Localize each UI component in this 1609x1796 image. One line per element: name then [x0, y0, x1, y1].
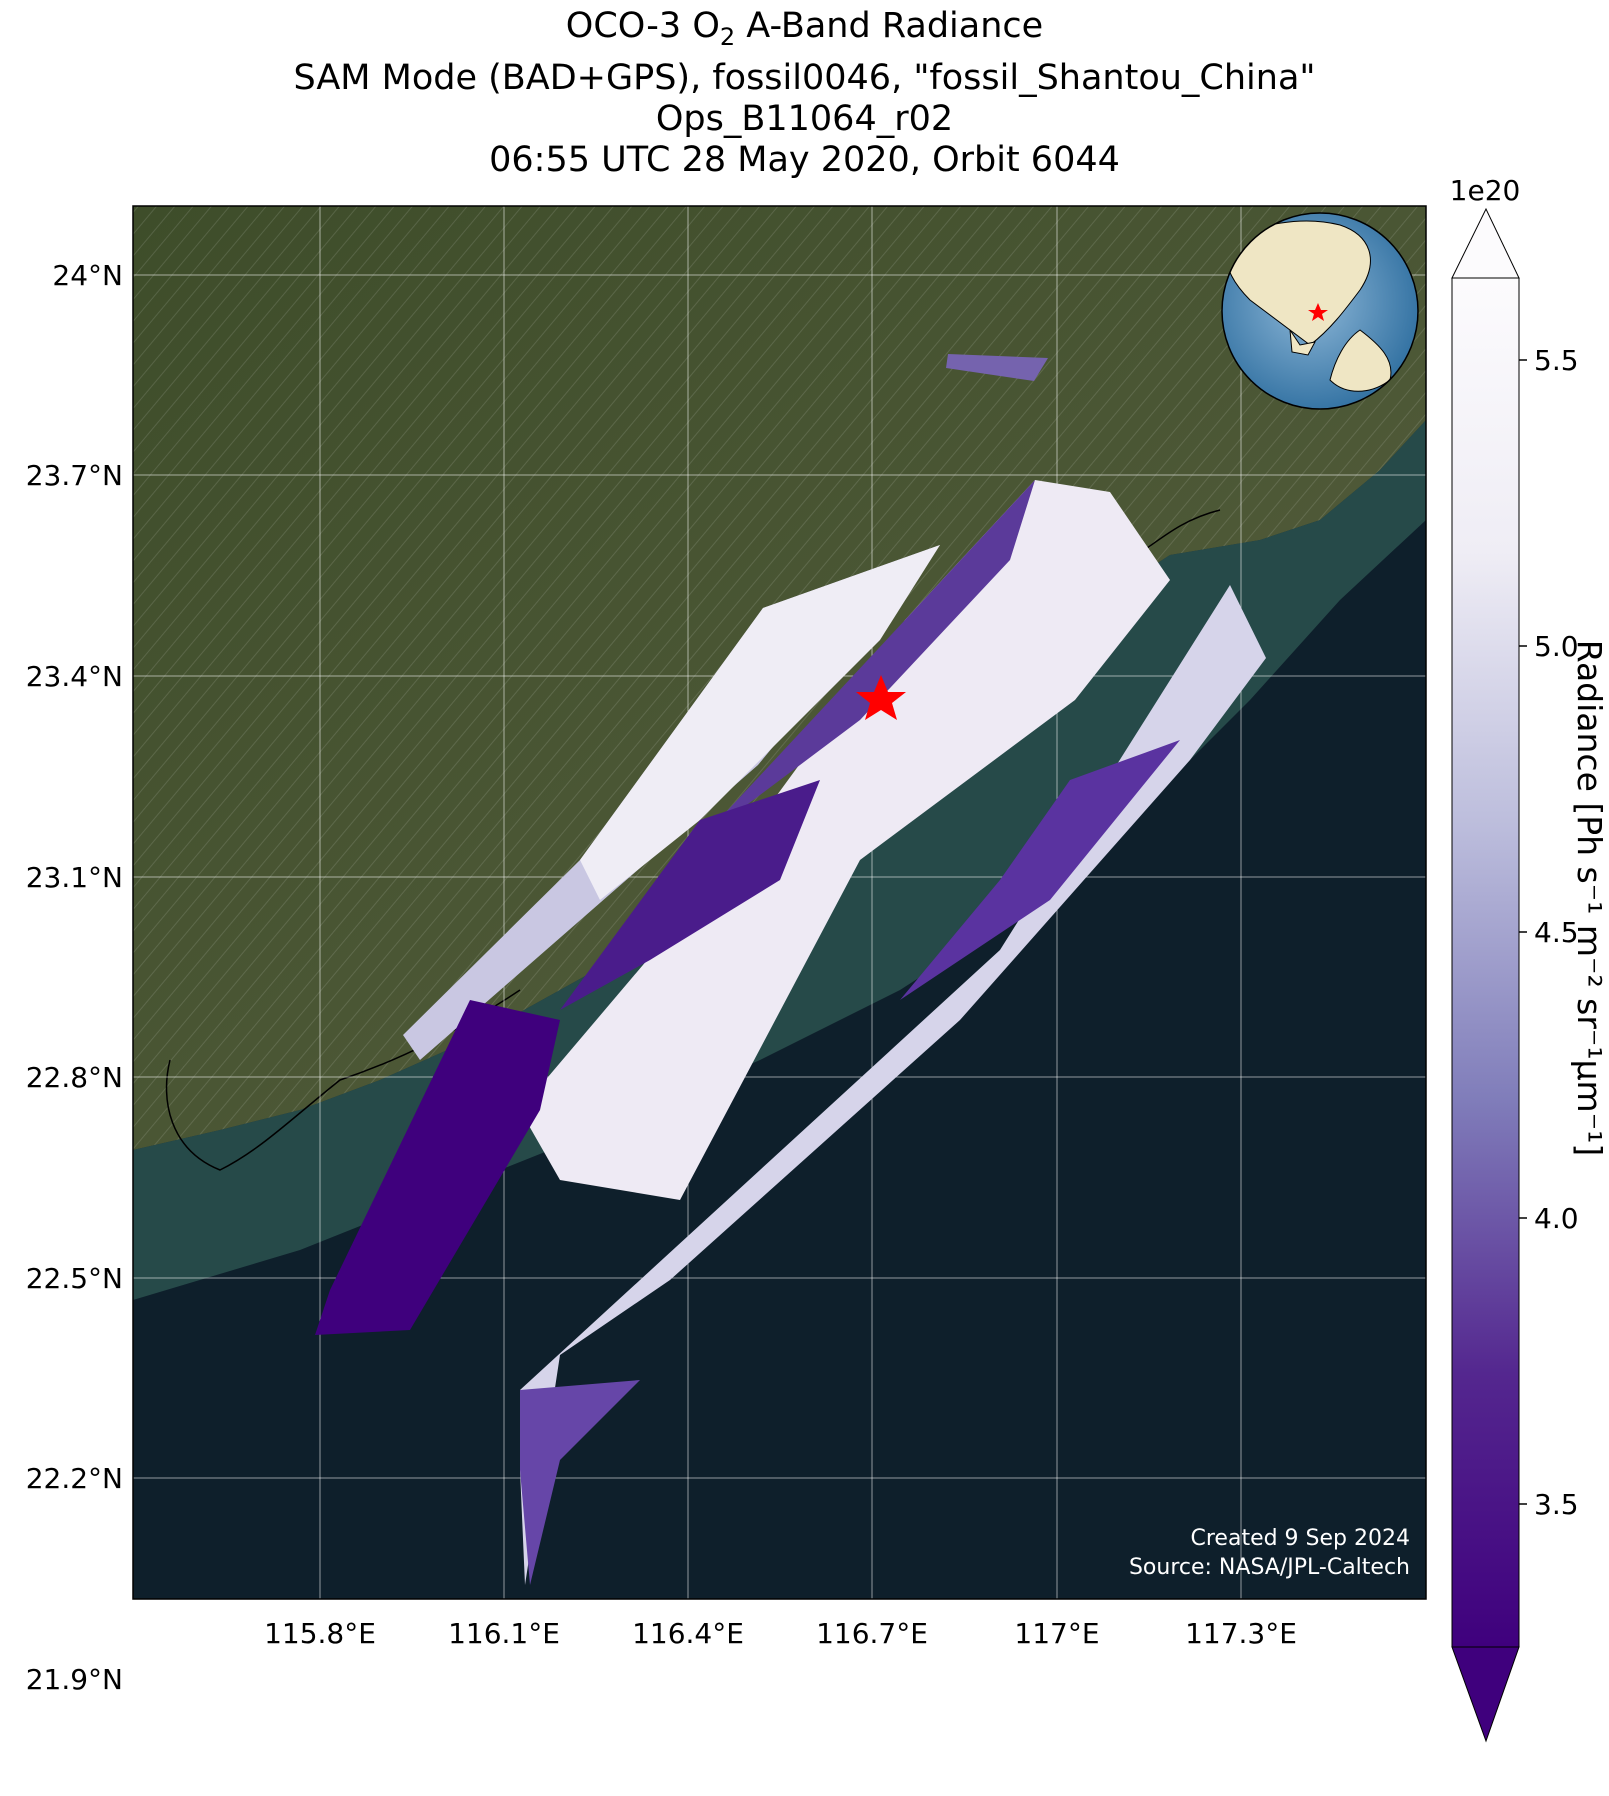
- colorbar-label: Radiance [Ph s⁻¹ m⁻² sr⁻¹μm⁻¹]: [1570, 640, 1609, 1156]
- colorbar-gradient: [1451, 277, 1520, 1648]
- globe-australia: [1329, 329, 1392, 392]
- figure-title: OCO-3 O2 A-Band Radiance SAM Mode (BAD+G…: [0, 6, 1609, 181]
- lat-tick-24: 24°N: [52, 259, 123, 292]
- colorbar-tick-5-5: 5.5: [1534, 344, 1579, 377]
- swath-east-dark-south: [520, 1380, 640, 1585]
- swath-small-north: [946, 354, 1048, 381]
- colorbar-exponent: 1e20: [1450, 174, 1521, 207]
- lon-tick-117-3: 117.3°E: [1185, 1617, 1297, 1650]
- colorbar-tick-3-5: 3.5: [1534, 1488, 1579, 1521]
- map-frame: [132, 205, 1427, 1600]
- colorbar-tick-4-0: 4.0: [1534, 1202, 1579, 1235]
- globe-asia: [1222, 220, 1371, 346]
- lat-tick-23-4: 23.4°N: [26, 660, 123, 693]
- lat-tick-22-2: 22.2°N: [26, 1462, 123, 1495]
- title-line-1: OCO-3 O2 A-Band Radiance: [565, 6, 1044, 51]
- colorbar-tick-5-0: 5.0: [1534, 630, 1579, 663]
- lat-tick-labels: 24°N 23.7°N 23.4°N 23.1°N 22.8°N 22.5°N …: [26, 259, 123, 1696]
- lat-tick-23-7: 23.7°N: [26, 459, 123, 492]
- source-credit: Source: NASA/JPL-Caltech: [1129, 1555, 1410, 1580]
- lat-tick-21-9: 21.9°N: [26, 1663, 123, 1696]
- radiance-swaths: [315, 354, 1266, 1585]
- created-credit: Created 9 Sep 2024: [1191, 1526, 1411, 1551]
- swath-middle: [520, 480, 1170, 1200]
- map-area: [133, 206, 1426, 1599]
- lon-tick-116-7: 116.7°E: [816, 1617, 928, 1650]
- title-line-3: Ops_B11064_r02: [655, 99, 954, 139]
- colorbar-min-arrow: [1451, 1646, 1520, 1743]
- lon-tick-116-4: 116.4°E: [632, 1617, 744, 1650]
- inset-globe: [1221, 212, 1419, 410]
- globe-islands: [1289, 329, 1316, 356]
- swath-middle-dark-center: [560, 780, 820, 1010]
- lat-tick-23-1: 23.1°N: [26, 861, 123, 894]
- lat-tick-22-5: 22.5°N: [26, 1262, 123, 1295]
- target-star-marker: [856, 675, 906, 720]
- title-line-2: SAM Mode (BAD+GPS), fossil0046, "fossil_…: [293, 58, 1316, 98]
- lon-tick-116-1: 116.1°E: [448, 1617, 560, 1650]
- swath-east-dark: [900, 740, 1180, 1000]
- globe-outline: [1221, 212, 1419, 410]
- lon-tick-labels: 115.8°E 116.1°E 116.4°E 116.7°E 117°E 11…: [264, 1617, 1297, 1650]
- colorbar-tick-4-5: 4.5: [1534, 916, 1579, 949]
- globe-star-marker: [1308, 303, 1328, 321]
- lon-tick-115-8: 115.8°E: [264, 1617, 376, 1650]
- colorbar-max-arrow: [1451, 207, 1520, 279]
- swath-south-dark: [315, 1000, 560, 1335]
- colorbar: 1e20 5.5 5.0 4.5 4.0 3.5 Radiance [Ph s⁻…: [1450, 174, 1609, 1743]
- swath-west-light: [580, 545, 940, 900]
- title-line-4: 06:55 UTC 28 May 2020, Orbit 6044: [489, 140, 1120, 180]
- lat-tick-22-8: 22.8°N: [26, 1061, 123, 1094]
- lon-tick-117: 117°E: [1014, 1617, 1099, 1650]
